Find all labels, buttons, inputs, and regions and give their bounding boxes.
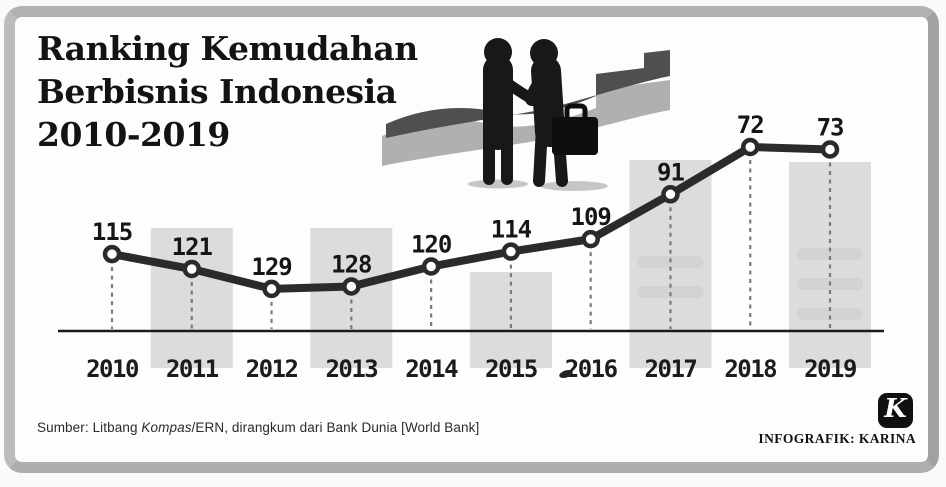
source-publication: Kompas <box>141 420 192 435</box>
data-point-markers <box>102 137 840 299</box>
ink-smudge <box>559 370 573 378</box>
credit-text: INFOGRAFIK: KARINA <box>758 431 916 446</box>
title-line-1: Ranking Kemudahan <box>37 29 418 68</box>
year-label: 2011 <box>166 355 219 383</box>
value-label: 91 <box>657 158 684 186</box>
data-point-marker <box>262 279 281 299</box>
page-title: Ranking Kemudahan Berbisnis Indonesia 20… <box>37 27 418 156</box>
value-label: 115 <box>92 218 132 246</box>
value-label: 73 <box>817 113 844 141</box>
credit-block: K INFOGRAFIK: KARINA <box>758 393 916 447</box>
source-prefix: Sumber: Litbang <box>37 420 142 435</box>
value-label: 121 <box>172 233 213 261</box>
data-point-marker <box>501 242 521 261</box>
year-label: 2017 <box>645 355 697 383</box>
value-label: 128 <box>331 250 371 278</box>
value-label: 129 <box>251 253 291 281</box>
year-label: 2010 <box>86 355 139 383</box>
data-point-marker <box>581 229 600 249</box>
year-labels: 2010 2011 2012 2013 2014 2015 2016 2017 2018 2019 <box>86 355 857 383</box>
data-point-marker <box>661 185 680 204</box>
year-label: 2014 <box>405 355 458 383</box>
data-point-marker <box>820 140 840 159</box>
source-suffix: /ERN, dirangkum dari Bank Dunia [World B… <box>191 420 480 435</box>
source-note: Sumber: Litbang Kompas/ERN, dirangkum da… <box>37 420 479 435</box>
handshake-illustration-icon <box>382 38 670 191</box>
guide-dashed-lines <box>110 160 832 329</box>
year-label: 2018 <box>724 355 776 383</box>
value-label: 109 <box>571 203 611 231</box>
year-label: 2013 <box>325 355 377 383</box>
title-line-3: 2010-2019 <box>37 115 230 154</box>
trend-line <box>108 143 835 293</box>
data-point-marker <box>740 137 760 157</box>
value-label: 114 <box>491 216 532 244</box>
data-point-marker <box>342 277 361 296</box>
value-label: 72 <box>737 111 764 139</box>
value-label: 120 <box>411 231 452 259</box>
year-highlight-bands <box>150 160 872 368</box>
kompas-logo-letter: K <box>884 393 907 424</box>
year-label: 2019 <box>804 355 856 383</box>
year-label: 2015 <box>485 355 537 383</box>
value-labels: 115 121 129 128 120 114 109 91 72 73 <box>92 111 845 281</box>
data-point-marker <box>421 257 441 276</box>
kompas-logo-icon: K <box>878 393 913 428</box>
data-point-marker <box>182 259 202 279</box>
title-line-2: Berbisnis Indonesia <box>37 72 397 111</box>
data-point-marker <box>102 244 122 264</box>
year-label: 2016 <box>565 355 618 383</box>
year-label: 2012 <box>246 355 298 383</box>
